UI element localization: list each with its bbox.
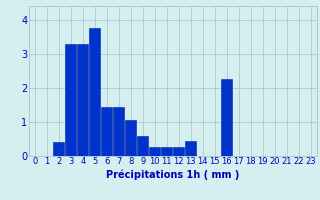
Bar [101, 107, 112, 156]
Bar [137, 136, 148, 156]
Bar [113, 107, 124, 156]
Bar [149, 147, 160, 156]
Bar [125, 120, 136, 156]
Bar [161, 147, 172, 156]
Bar [185, 141, 196, 156]
Bar [65, 44, 76, 156]
Bar [53, 142, 64, 156]
Bar [221, 79, 232, 156]
Bar [77, 44, 88, 156]
Bar [173, 147, 184, 156]
X-axis label: Précipitations 1h ( mm ): Précipitations 1h ( mm ) [106, 169, 239, 180]
Bar [89, 28, 100, 156]
